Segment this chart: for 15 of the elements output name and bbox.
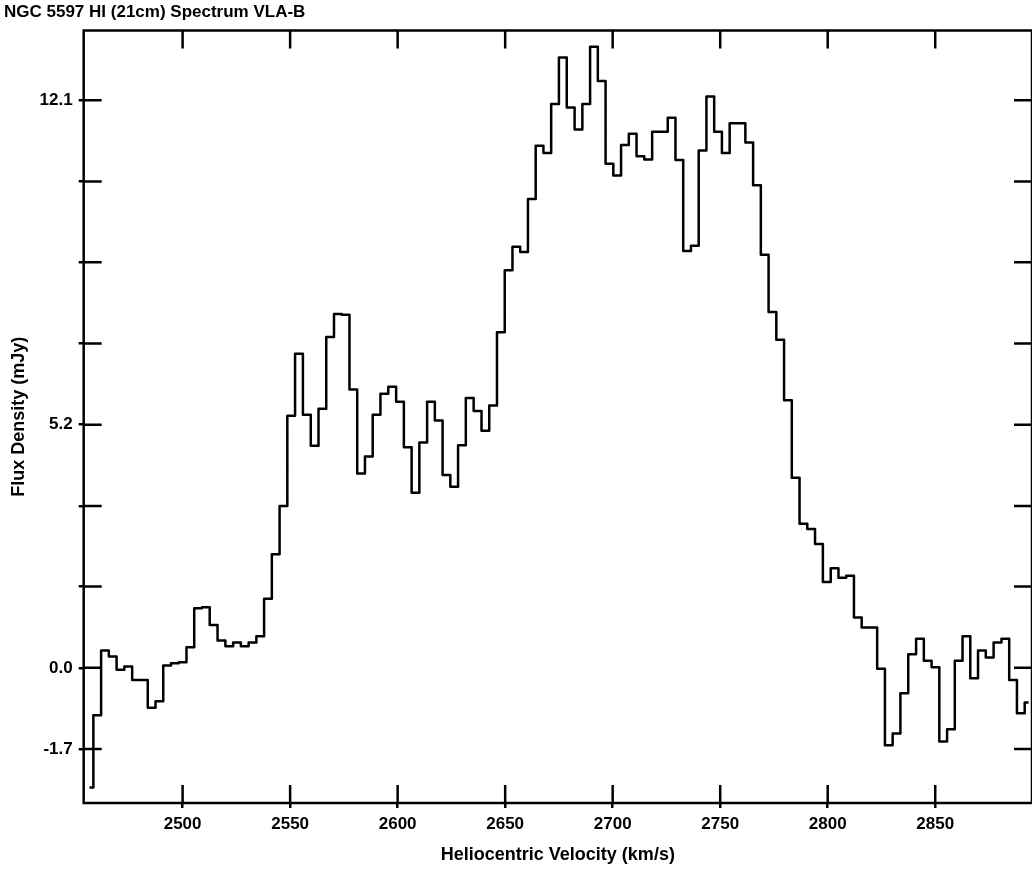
x-tick-label: 2500 [163,813,202,833]
y-tick-label: 12.1 [39,90,73,110]
x-tick-label: 2800 [808,813,847,833]
x-tick-label: 2700 [593,813,632,833]
x-tick-label: 2650 [486,813,525,833]
x-tick-label: 2850 [916,813,955,833]
y-tick-label: -1.7 [43,738,73,758]
x-tick-label: 2550 [271,813,310,833]
x-tick-label: 2750 [701,813,740,833]
y-axis-title: Flux Density (mJy) [7,336,28,497]
y-tick-label: 5.2 [49,414,73,434]
y-tick-label: 0.0 [49,657,73,677]
x-tick-label: 2600 [378,813,417,833]
x-axis-title: Heliocentric Velocity (km/s) [440,844,675,865]
chart-title: NGC 5597 HI (21cm) Spectrum VLA-B [4,1,306,21]
